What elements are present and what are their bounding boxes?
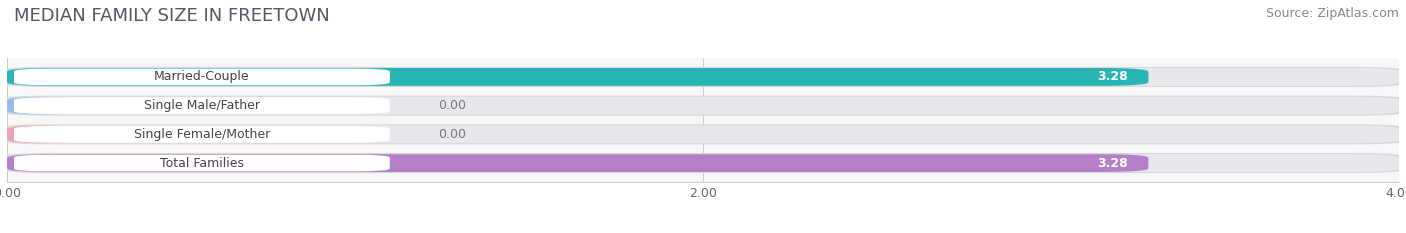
Text: 3.28: 3.28 — [1097, 70, 1128, 83]
FancyBboxPatch shape — [14, 155, 389, 171]
FancyBboxPatch shape — [7, 68, 1399, 86]
Text: 0.00: 0.00 — [439, 99, 467, 112]
FancyBboxPatch shape — [14, 126, 389, 143]
FancyBboxPatch shape — [0, 67, 1406, 87]
FancyBboxPatch shape — [7, 154, 1399, 172]
FancyBboxPatch shape — [7, 154, 1149, 172]
Text: Married-Couple: Married-Couple — [155, 70, 250, 83]
Text: MEDIAN FAMILY SIZE IN FREETOWN: MEDIAN FAMILY SIZE IN FREETOWN — [14, 7, 330, 25]
FancyBboxPatch shape — [7, 97, 77, 115]
Text: Single Male/Father: Single Male/Father — [143, 99, 260, 112]
FancyBboxPatch shape — [0, 124, 1406, 144]
FancyBboxPatch shape — [14, 97, 389, 114]
Text: Total Families: Total Families — [160, 157, 243, 170]
FancyBboxPatch shape — [7, 125, 1399, 143]
FancyBboxPatch shape — [7, 68, 1149, 86]
FancyBboxPatch shape — [0, 153, 1406, 173]
Text: Source: ZipAtlas.com: Source: ZipAtlas.com — [1265, 7, 1399, 20]
FancyBboxPatch shape — [14, 69, 389, 85]
Text: 3.28: 3.28 — [1097, 157, 1128, 170]
FancyBboxPatch shape — [7, 125, 77, 143]
Text: 0.00: 0.00 — [439, 128, 467, 141]
Text: Single Female/Mother: Single Female/Mother — [134, 128, 270, 141]
FancyBboxPatch shape — [7, 97, 1399, 115]
FancyBboxPatch shape — [0, 96, 1406, 116]
